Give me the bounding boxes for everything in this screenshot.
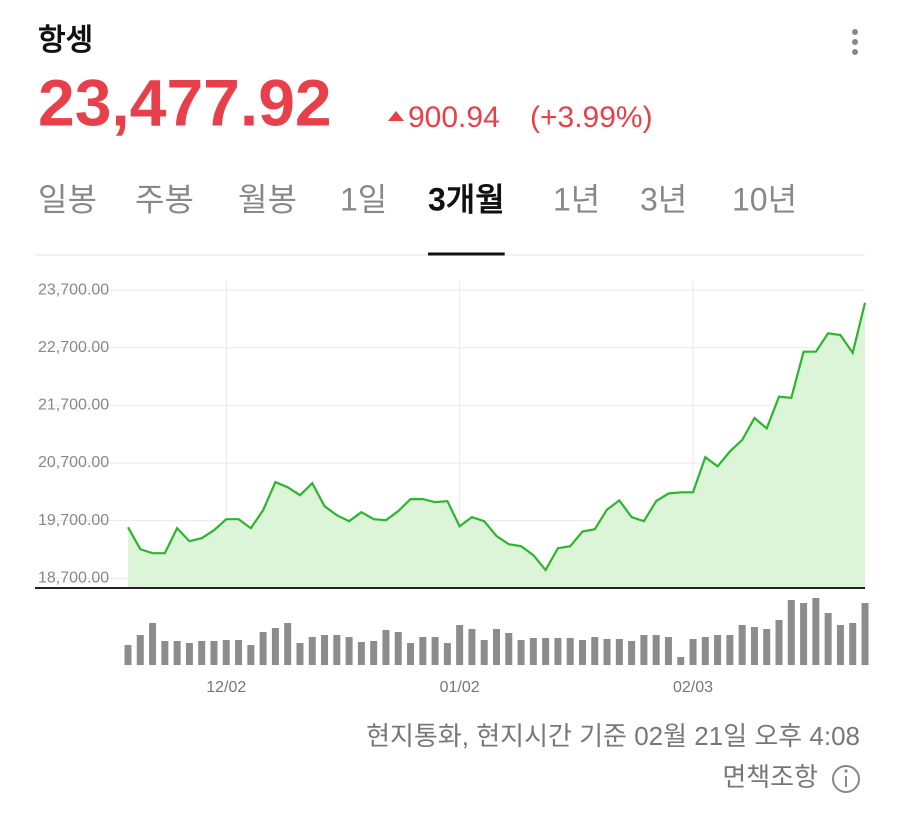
volume-bar [493, 629, 500, 665]
volume-bar [198, 641, 206, 665]
volume-bar [284, 623, 292, 665]
volume-bar [640, 635, 648, 665]
line [127, 302, 867, 573]
x-tick-label: 01/02 [440, 679, 480, 696]
change: 900.94 [408, 101, 500, 134]
volume-bar [419, 637, 427, 665]
tab[interactable]: 주봉 [135, 181, 194, 217]
footer-note: 현지통화, 현지시간 기준 02월 21일 오후 4:08 [366, 721, 860, 751]
volume-bar [628, 641, 636, 665]
price: 23,477.92 [38, 65, 332, 139]
volume-bar [738, 625, 746, 665]
volume-bar [529, 638, 537, 665]
y-tick-label: 20,700.00 [38, 454, 109, 471]
tab[interactable]: 월봉 [238, 181, 297, 217]
volume-bar [591, 637, 599, 665]
volume-bar [345, 637, 353, 665]
tab[interactable]: 1년 [553, 181, 600, 217]
volume-bar [578, 640, 586, 665]
x-tick-label: 12/02 [206, 679, 246, 696]
y-tick-label: 21,700.00 [38, 397, 109, 414]
volume-bar [664, 637, 672, 665]
volume-bar [321, 635, 329, 665]
volume-bar [173, 641, 181, 665]
volume-bar [505, 633, 513, 665]
menu[interactable] [852, 29, 858, 55]
volume-bar [407, 643, 415, 665]
volume-bar [259, 632, 267, 665]
volume-bar [124, 645, 132, 665]
volume-bar [370, 641, 378, 665]
volume-bar [542, 638, 550, 665]
volume-bar [775, 620, 783, 665]
volume-bar [517, 640, 525, 665]
up-arrow [388, 111, 404, 121]
volume-bar [836, 625, 844, 665]
volume-bar [824, 613, 832, 665]
volume-bar [247, 645, 255, 665]
volume-bar [222, 640, 230, 665]
tab[interactable]: 3년 [640, 181, 687, 217]
tab[interactable]: 10년 [732, 181, 797, 217]
volume-bar [812, 598, 820, 665]
volume-bar [443, 643, 451, 665]
volume-bar [431, 637, 439, 665]
volume-bar [689, 639, 697, 665]
volume-bar [308, 637, 316, 665]
x-tick-label: 02/03 [673, 679, 713, 696]
tab[interactable]: 1일 [340, 181, 387, 217]
volume-bar [161, 641, 169, 665]
y-tick-label: 19,700.00 [38, 512, 109, 529]
volume-bar [554, 638, 562, 665]
tab[interactable]: 일봉 [38, 181, 97, 217]
y-tick-label: 23,700.00 [38, 281, 109, 298]
volume-bar [787, 600, 795, 665]
volume-bar [701, 637, 709, 665]
title: 항셍 [38, 24, 93, 57]
y-tick-label: 18,700.00 [38, 569, 109, 586]
volume-bar [800, 603, 808, 665]
info-icon[interactable] [832, 765, 860, 793]
volume-bar [849, 623, 857, 665]
volume-bar [566, 638, 574, 665]
volume-bar [726, 635, 734, 665]
volume-bar [714, 635, 722, 665]
volume-bar [382, 630, 390, 665]
volume-bar [235, 640, 243, 665]
volume-bar [677, 657, 685, 665]
volume-bar [603, 639, 611, 665]
volume-bar [333, 635, 341, 665]
volume-bar [210, 641, 218, 665]
volume-bar [615, 639, 623, 665]
volume-bar [480, 640, 488, 665]
disclaimer[interactable]: 면책조항 [722, 762, 818, 792]
volume-bar [296, 643, 304, 665]
change-pct: (+3.99%) [530, 101, 653, 134]
tab[interactable]: 3개월 [428, 181, 505, 217]
volume-bar [652, 635, 660, 665]
volume-bar [185, 643, 193, 665]
volume-bar [468, 629, 476, 665]
volume-bar [763, 629, 771, 665]
volume-bar [149, 623, 157, 665]
volume-bar [271, 628, 279, 665]
y-tick-label: 22,700.00 [38, 339, 109, 356]
volume-bar [136, 635, 144, 665]
volume-bar [456, 625, 464, 665]
volume-bar [394, 632, 402, 665]
volume-bar [861, 603, 869, 665]
volume-bar [750, 627, 758, 665]
area [128, 302, 865, 588]
volume-bar [357, 642, 365, 665]
